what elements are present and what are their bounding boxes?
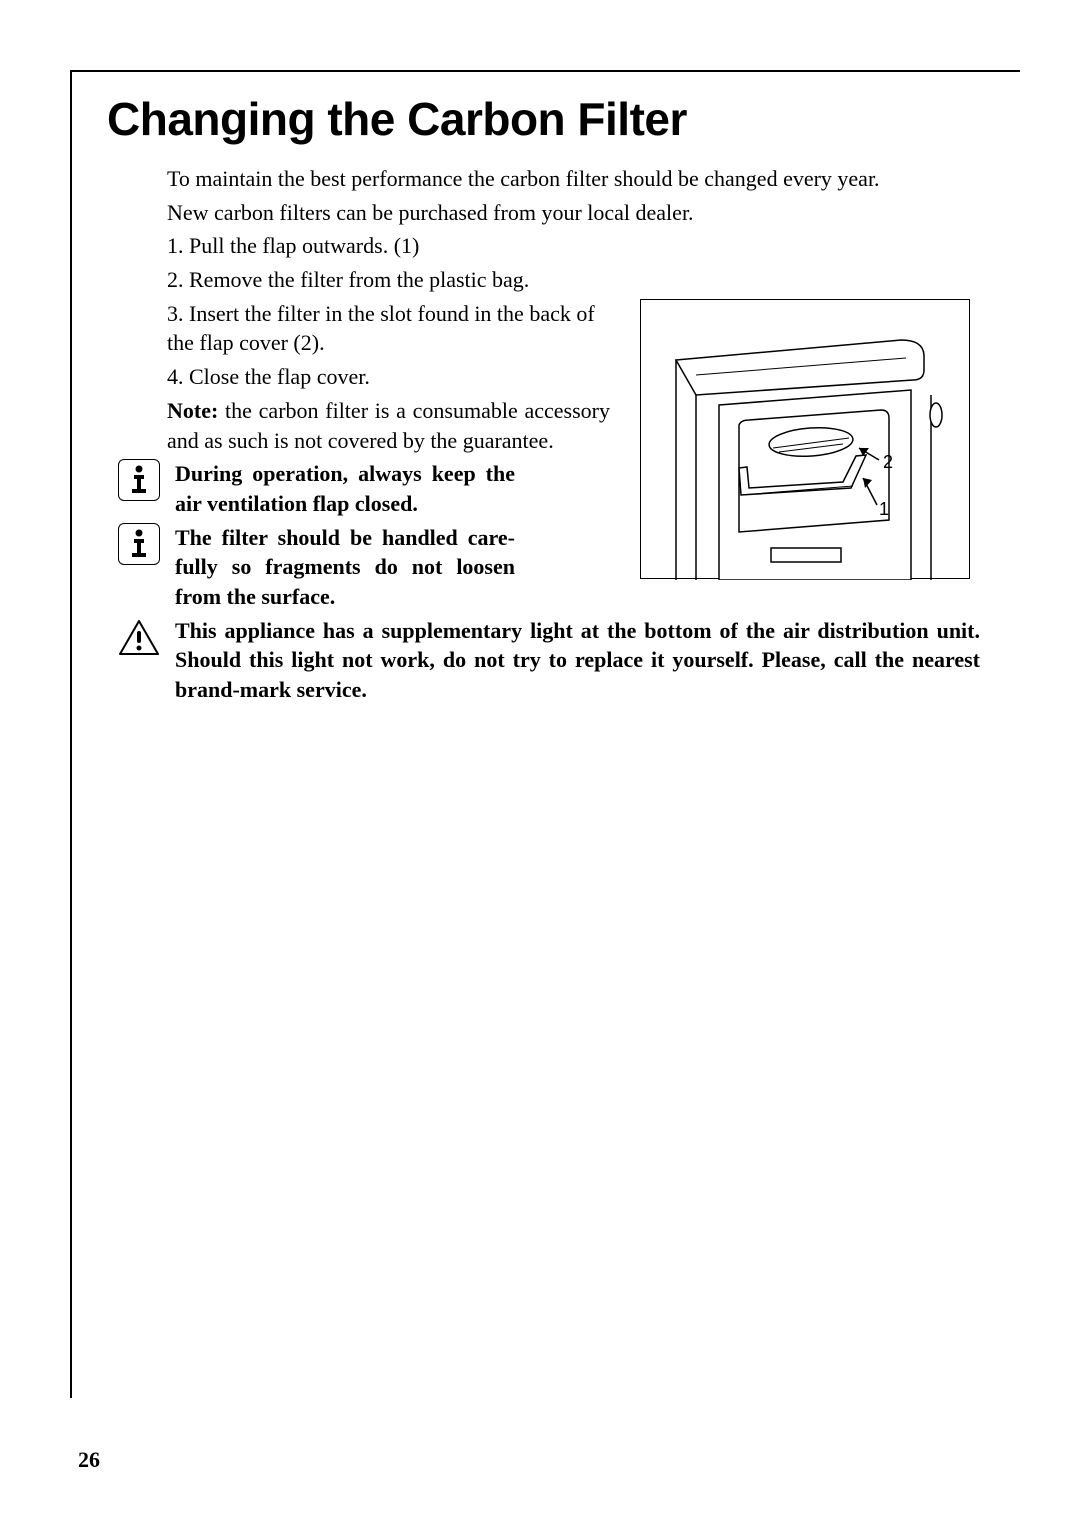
warning-icon (117, 618, 161, 658)
two-column-section: 3. Insert the filter in the slot found i… (167, 299, 980, 612)
info-icon-box (115, 459, 163, 501)
intro-line: New carbon filters can be purchased from… (167, 198, 980, 228)
note-paragraph: Note: the carbon filter is a consum­able… (167, 396, 610, 455)
warning-row: This appliance has a supplementary light… (107, 616, 980, 705)
step-line: 4. Close the flap cover. (167, 362, 610, 392)
content-area: Changing the Carbon Filter To maintain t… (72, 72, 1020, 705)
diagram-label-2: 2 (883, 452, 893, 472)
page-frame: Changing the Carbon Filter To maintain t… (70, 70, 1020, 1398)
info-icon (118, 523, 160, 565)
note-text: the carbon filter is a consum­able acces… (167, 398, 610, 453)
info-row-2: The filter should be handled care­fully … (107, 523, 610, 612)
left-column: 3. Insert the filter in the slot found i… (167, 299, 610, 612)
intro-line: 1. Pull the flap outwards. (1) (167, 231, 980, 261)
info-icon (118, 459, 160, 501)
warning-text: This appliance has a supplementary light… (175, 616, 980, 705)
filter-diagram: 2 1 (640, 299, 970, 579)
note-label: Note: (167, 398, 218, 423)
warning-icon-box (115, 616, 163, 658)
info-row-1: During operation, always keep the air ve… (107, 459, 610, 518)
diagram-label-1: 1 (879, 499, 889, 519)
info-text-1: During operation, always keep the air ve… (175, 459, 515, 518)
intro-block: To maintain the best performance the car… (167, 164, 980, 295)
intro-line: 2. Remove the filter from the plastic ba… (167, 265, 980, 295)
intro-line: To maintain the best performance the car… (167, 164, 980, 194)
step-line: 3. Insert the filter in the slot found i… (167, 299, 610, 358)
info-text-2: The filter should be handled care­fully … (175, 523, 515, 612)
right-column: 2 1 (640, 299, 980, 612)
info-icon-box (115, 523, 163, 565)
page-number: 26 (78, 1447, 100, 1473)
page-heading: Changing the Carbon Filter (107, 92, 980, 146)
